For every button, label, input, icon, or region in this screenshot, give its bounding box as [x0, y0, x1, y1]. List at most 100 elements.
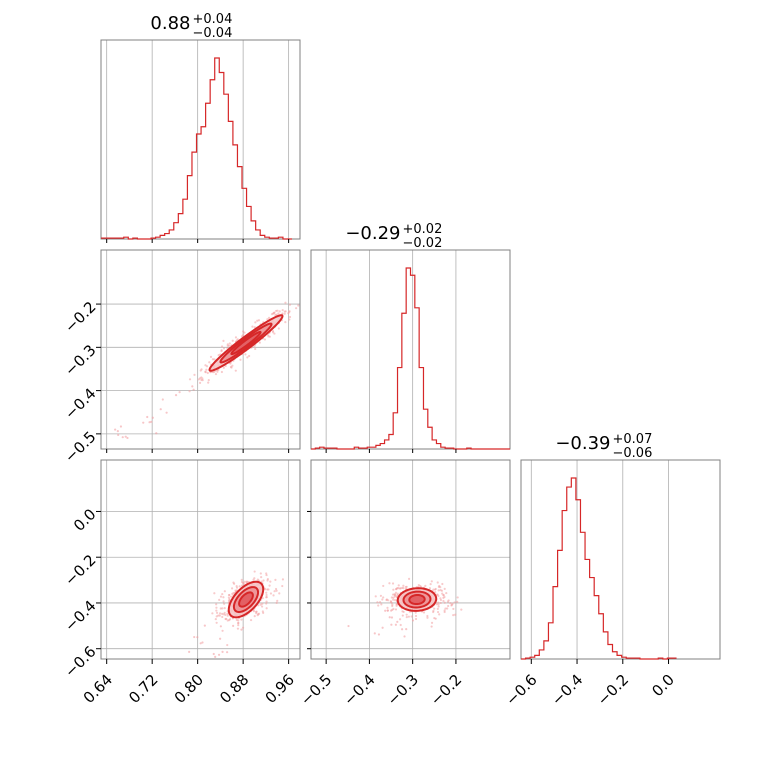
sample-point	[223, 602, 226, 605]
sample-point	[199, 642, 202, 645]
sample-point	[114, 428, 117, 431]
sample-point	[253, 614, 256, 618]
sample-point	[228, 593, 231, 597]
sample-point	[262, 579, 265, 582]
sample-point	[261, 610, 264, 613]
sample-point	[226, 614, 229, 617]
sample-point	[212, 652, 215, 656]
sample-point	[213, 358, 216, 361]
sample-point	[188, 378, 192, 381]
hist-2-title-plus: +0.07	[613, 432, 653, 447]
sample-point	[410, 615, 413, 618]
xaxis-0-ticklabel-4: 0.96	[262, 671, 298, 707]
sample-point	[426, 616, 429, 619]
sample-point	[267, 316, 271, 320]
sample-point	[230, 366, 233, 369]
sample-point	[222, 596, 225, 599]
sample-point	[347, 624, 350, 628]
sample-point	[200, 368, 203, 371]
sample-point	[452, 614, 455, 617]
sample-point	[441, 582, 444, 586]
sample-point	[391, 604, 394, 608]
sample-point	[402, 584, 405, 587]
sample-point	[211, 660, 213, 662]
sample-point	[237, 621, 240, 625]
sample-point	[442, 594, 445, 597]
sample-point	[198, 381, 202, 385]
sample-point	[233, 582, 236, 585]
sample-point	[217, 653, 221, 656]
sample-point	[395, 603, 398, 606]
sample-point	[228, 342, 231, 345]
sample-point	[394, 608, 398, 611]
sample-point	[453, 601, 456, 604]
sample-point	[443, 609, 446, 612]
sample-point	[382, 596, 385, 599]
sample-point	[273, 332, 276, 335]
sample-point	[232, 624, 235, 627]
hist-1-title-value: −0.29	[345, 223, 400, 244]
sample-point	[284, 310, 287, 313]
xaxis-1-ticklabel-1: −0.4	[340, 671, 378, 709]
sample-point	[240, 618, 243, 621]
sample-point	[384, 609, 387, 612]
sample-point	[155, 432, 158, 435]
sample-point	[253, 345, 256, 348]
sample-point	[196, 636, 199, 639]
sample-point	[229, 362, 232, 365]
panel-1-2-frame	[310, 459, 511, 660]
sample-point	[390, 609, 393, 612]
sample-point	[381, 626, 384, 629]
sample-point	[215, 609, 218, 612]
sample-point	[273, 590, 276, 593]
sample-point	[230, 595, 233, 598]
sample-point	[405, 628, 408, 631]
sample-point	[379, 594, 383, 597]
sample-point	[392, 607, 395, 611]
yaxis-2-ticklabel-1: −0.4	[61, 597, 99, 635]
sample-point	[214, 655, 217, 658]
sample-point	[222, 366, 225, 369]
sample-point	[223, 590, 226, 593]
sample-point	[443, 610, 446, 614]
sample-point	[435, 593, 439, 596]
sample-point	[443, 595, 446, 599]
sample-point	[281, 584, 284, 588]
yaxis-1-ticklabel-2: −0.3	[61, 341, 99, 379]
xaxis-1-ticklabel-3: −0.2	[427, 671, 465, 709]
panel-0-1-frame	[100, 249, 301, 450]
sample-point	[234, 369, 237, 372]
sample-point	[404, 585, 407, 589]
scatter-panel-1-2	[310, 459, 511, 660]
sample-point	[165, 411, 168, 414]
sample-point	[284, 301, 287, 304]
sample-point	[223, 607, 226, 610]
sample-point	[267, 588, 270, 591]
sample-point	[414, 611, 417, 614]
sample-point	[442, 599, 445, 603]
sample-point	[396, 587, 399, 590]
sample-point	[437, 605, 440, 608]
sample-point	[452, 607, 455, 611]
hist-1-title-plus: +0.02	[403, 222, 443, 237]
sample-point	[246, 356, 249, 359]
sample-point	[222, 600, 225, 603]
sample-point	[259, 603, 262, 606]
xaxis-1-ticklabel-0: −0.5	[297, 671, 335, 709]
sample-point	[390, 623, 393, 626]
sample-point	[444, 607, 447, 610]
sample-point	[275, 601, 278, 604]
sample-point	[224, 613, 227, 617]
xaxis-2-ticklabel-3: 0.0	[648, 671, 678, 701]
sample-point	[401, 614, 404, 617]
sample-point	[237, 619, 240, 622]
sample-point	[399, 623, 402, 627]
sample-point	[207, 378, 210, 382]
sample-point	[225, 617, 228, 621]
sample-point	[256, 319, 259, 322]
sample-point	[437, 603, 440, 606]
sample-point	[226, 619, 229, 622]
sample-point	[288, 311, 291, 314]
sample-point	[436, 581, 439, 584]
sample-point	[430, 625, 433, 628]
